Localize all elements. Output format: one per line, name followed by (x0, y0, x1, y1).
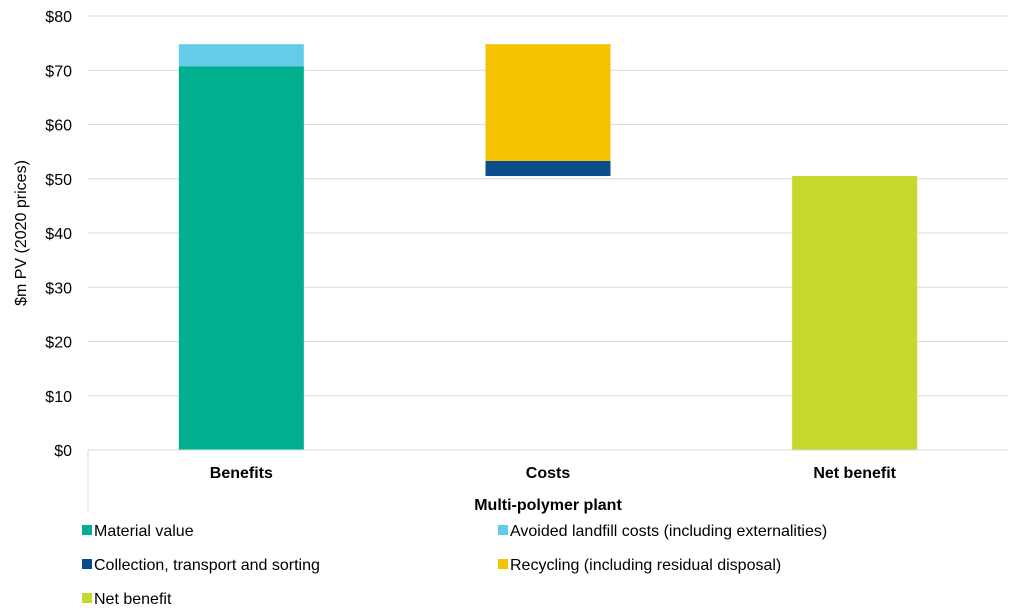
y-tick-label: $30 (45, 280, 72, 297)
legend-label: Net benefit (94, 591, 172, 608)
y-axis-title: $m PV (2020 prices) (13, 160, 30, 306)
bar-net-benefit (792, 176, 918, 450)
category-label: Benefits (210, 465, 273, 482)
legend-swatch (82, 525, 92, 535)
axes (87, 449, 1008, 512)
legend-swatch (82, 559, 92, 569)
category-labels: Benefits Costs Net benefit (210, 465, 897, 482)
legend-label: Recycling (including residual disposal) (510, 557, 781, 574)
bar-recycling-including-residual-disposal (485, 44, 611, 161)
y-tick-label: $50 (45, 172, 72, 189)
y-tick-label: $60 (45, 118, 72, 135)
y-tick-label: $70 (45, 63, 72, 80)
y-tick-label: $10 (45, 389, 72, 406)
y-tick-label: $40 (45, 226, 72, 243)
legend-swatch (498, 525, 508, 535)
bar-avoided-landfill-costs-including-externalities (178, 44, 304, 67)
category-label: Net benefit (813, 465, 896, 482)
legend-swatch (498, 559, 508, 569)
x-axis-title: Multi-polymer plant (474, 497, 622, 514)
category-label: Costs (526, 465, 571, 482)
legend: Material value Avoided landfill costs (in… (82, 523, 827, 608)
bar-collection-transport-and-sorting (485, 160, 611, 177)
bars (178, 44, 918, 450)
y-tick-label: $20 (45, 335, 72, 352)
legend-label: Collection, transport and sorting (94, 557, 320, 574)
y-tick-labels: $0 $10 $20 $30 $40 $50 $60 $70 $80 (45, 9, 72, 460)
legend-swatch (82, 593, 92, 603)
legend-label: Avoided landfill costs (including extern… (510, 523, 827, 540)
y-tick-label: $0 (54, 443, 72, 460)
legend-label: Material value (94, 523, 194, 540)
bar-material-value (178, 66, 304, 450)
y-tick-label: $80 (45, 9, 72, 26)
